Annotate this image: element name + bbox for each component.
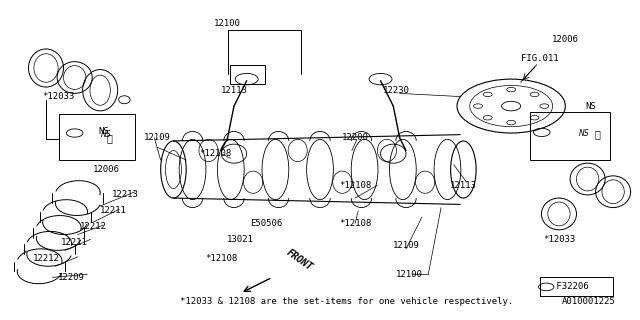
- Text: E50506: E50506: [250, 219, 282, 228]
- Text: 12211: 12211: [99, 206, 126, 215]
- Text: 12212: 12212: [33, 254, 60, 263]
- Text: F32206: F32206: [550, 282, 588, 292]
- Text: *12108: *12108: [205, 254, 237, 263]
- Text: A010001225: A010001225: [562, 297, 616, 306]
- Text: *12033: *12033: [43, 92, 75, 101]
- Text: FIG.011: FIG.011: [521, 54, 559, 63]
- Text: 12006: 12006: [552, 35, 579, 44]
- Text: NS: NS: [586, 101, 596, 111]
- Text: 12006: 12006: [93, 165, 120, 174]
- Text: 12211: 12211: [61, 238, 88, 247]
- Text: 12209: 12209: [58, 273, 85, 282]
- Text: NS: NS: [101, 130, 112, 139]
- Bar: [59, 114, 135, 160]
- Text: *12033 & 12108 are the set-items for one vehicle respectively.: *12033 & 12108 are the set-items for one…: [180, 297, 513, 306]
- Text: ①: ①: [595, 130, 600, 140]
- Text: 12213: 12213: [112, 190, 139, 199]
- Text: ①: ①: [107, 133, 113, 143]
- Text: 12113: 12113: [450, 181, 477, 190]
- Text: FRONT: FRONT: [285, 248, 315, 273]
- Text: *12033: *12033: [543, 235, 575, 244]
- Text: 12113: 12113: [221, 86, 248, 95]
- Text: NS: NS: [98, 127, 109, 136]
- Text: *12108: *12108: [339, 219, 371, 228]
- Text: 12109: 12109: [392, 241, 419, 250]
- Bar: [540, 277, 613, 296]
- Bar: [531, 112, 610, 160]
- Text: NS: NS: [579, 129, 589, 138]
- Text: 12109: 12109: [144, 133, 171, 142]
- Text: 12100: 12100: [396, 270, 422, 279]
- Text: 12212: 12212: [81, 222, 108, 231]
- Text: 12230: 12230: [383, 86, 410, 95]
- Text: *12108: *12108: [339, 181, 371, 190]
- Text: *12108: *12108: [199, 149, 231, 158]
- Bar: [230, 65, 264, 84]
- Text: 12200: 12200: [342, 133, 369, 142]
- Text: 12100: 12100: [214, 19, 241, 28]
- Text: 13021: 13021: [227, 235, 254, 244]
